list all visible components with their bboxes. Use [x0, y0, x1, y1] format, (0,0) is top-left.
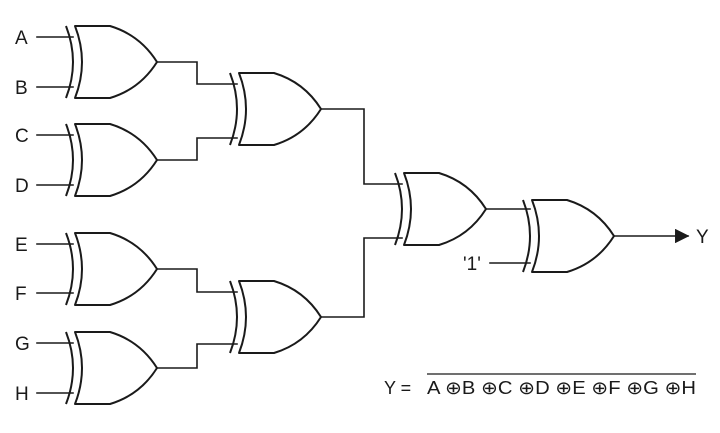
xor-gate-ef: [65, 232, 158, 306]
input-label-e: E: [15, 235, 28, 256]
wire-gh-to-stage2: [156, 343, 238, 369]
input-label-h: H: [15, 384, 29, 405]
xor-gate-abcd: [229, 72, 322, 146]
constant-one-label: '1': [463, 254, 481, 275]
xor-gate-ab: [65, 25, 158, 99]
input-label-f: F: [15, 284, 27, 305]
wire-efgh-to-stage3: [320, 237, 403, 318]
input-label-a: A: [15, 28, 28, 49]
xor-gate-final: [522, 199, 615, 273]
wire-ab-to-stage2: [156, 61, 238, 85]
wire-abcd-to-stage3: [320, 108, 403, 185]
output-label-y: Y: [696, 227, 709, 248]
wire-ef-to-stage2: [156, 268, 238, 293]
wire-cd-to-stage2: [156, 137, 238, 161]
equation-rhs: A ⊕B ⊕C ⊕D ⊕E ⊕F ⊕G ⊕H: [427, 378, 696, 398]
input-label-g: G: [15, 334, 30, 355]
input-label-c: C: [15, 126, 29, 147]
xor-gate-abcdefgh: [394, 172, 487, 246]
xor-gate-efgh: [229, 280, 322, 354]
equation-lhs: Y =: [384, 378, 416, 398]
xor-gate-gh: [65, 331, 158, 405]
input-label-b: B: [15, 78, 28, 99]
xor-gate-cd: [65, 123, 158, 197]
input-label-d: D: [15, 176, 29, 197]
output-equation: Y = A ⊕B ⊕C ⊕D ⊕E ⊕F ⊕G ⊕H: [384, 373, 696, 398]
